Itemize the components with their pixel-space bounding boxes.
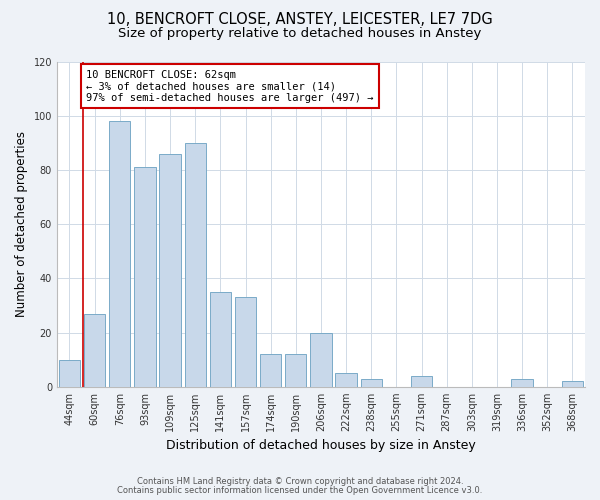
Text: Contains public sector information licensed under the Open Government Licence v3: Contains public sector information licen… (118, 486, 482, 495)
Bar (260, 354, 281, 387)
Bar (185, 143, 206, 387)
X-axis label: Distribution of detached houses by size in Anstey: Distribution of detached houses by size … (166, 440, 476, 452)
Bar (160, 154, 181, 387)
Bar (59, 360, 80, 387)
Bar (411, 376, 432, 387)
Bar (562, 382, 583, 387)
Text: Contains HM Land Registry data © Crown copyright and database right 2024.: Contains HM Land Registry data © Crown c… (137, 477, 463, 486)
Bar (84, 314, 106, 387)
Bar (134, 167, 155, 387)
Bar (109, 121, 130, 387)
Text: 10 BENCROFT CLOSE: 62sqm
← 3% of detached houses are smaller (14)
97% of semi-de: 10 BENCROFT CLOSE: 62sqm ← 3% of detache… (86, 70, 374, 103)
Text: 10, BENCROFT CLOSE, ANSTEY, LEICESTER, LE7 7DG: 10, BENCROFT CLOSE, ANSTEY, LEICESTER, L… (107, 12, 493, 28)
Bar (310, 332, 332, 387)
Bar (361, 378, 382, 387)
Bar (209, 292, 231, 387)
Bar (511, 378, 533, 387)
Bar (335, 374, 357, 387)
Bar (285, 354, 307, 387)
Text: Size of property relative to detached houses in Anstey: Size of property relative to detached ho… (118, 28, 482, 40)
Y-axis label: Number of detached properties: Number of detached properties (15, 131, 28, 317)
Bar (235, 298, 256, 387)
